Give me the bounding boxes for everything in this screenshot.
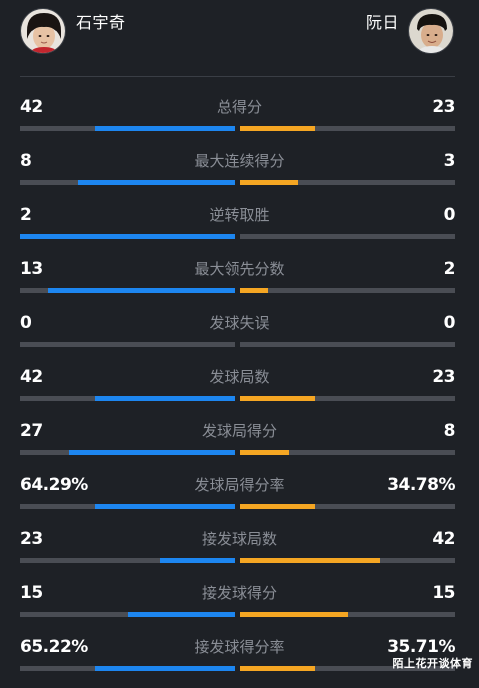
stat-left-value: 8 [20,151,32,171]
stat-left-bar-fill [95,504,235,509]
stat-left-bar-fill [47,288,235,293]
stat-right-bar-fill [240,396,316,401]
stat-left-value: 64.29% [20,475,88,495]
player-right-name[interactable]: 阮日 [365,13,399,32]
stat-right-bar-track [240,396,455,401]
stat-right-bar-fill [240,450,290,455]
stat-right-bar-fill [240,666,316,671]
stat-label: 总得分 [216,98,262,116]
player-left-avatar-image [21,9,65,53]
stat-row: 42 发球局数 23 [0,364,479,418]
stat-left-bar-fill [69,450,235,455]
stat-right-bar-track [240,666,455,671]
stat-left-bar-fill [127,612,235,617]
stat-left-bar-track [20,612,235,617]
player-left-name[interactable]: 石宇奇 [76,13,126,32]
stat-left-bar-track [20,288,235,293]
stat-left-value: 27 [20,421,43,441]
stat-label: 发球局数 [209,368,270,386]
stat-right-value: 35.71% [387,637,455,657]
stat-row: 15 接发球得分 15 [0,580,479,634]
header-divider [20,76,455,77]
stat-right-value: 2 [443,259,456,279]
stat-right-value: 8 [443,421,456,441]
stat-left-bar-track [20,558,235,563]
stat-left-bar-track [20,234,235,239]
stat-right-value: 0 [443,205,456,225]
stat-left-bar-track [20,450,235,455]
stat-left-bar-fill [95,396,235,401]
match-header: 石宇奇 阮日 [0,0,479,76]
stat-row: 64.29% 发球局得分率 34.78% [0,472,479,526]
stat-label: 接发球局数 [201,530,277,548]
stat-left-value: 13 [20,259,43,279]
stat-left-value: 42 [20,97,43,117]
stat-left-bar-fill [159,558,235,563]
stat-left-bar-track [20,396,235,401]
stat-label: 接发球得分 [201,584,277,602]
stat-right-value: 23 [432,367,455,387]
stat-row: 23 接发球局数 42 [0,526,479,580]
stat-label: 最大领先分数 [194,260,285,278]
stat-row: 2 逆转取胜 0 [0,202,479,256]
stat-right-bar-track [240,288,455,293]
stat-left-bar-track [20,504,235,509]
stat-right-value: 15 [432,583,455,603]
stat-right-bar-track [240,126,455,131]
stat-left-value: 15 [20,583,43,603]
stat-right-value: 34.78% [387,475,455,495]
stat-right-bar-fill [240,612,348,617]
stat-right-bar-track [240,450,455,455]
stat-right-bar-track [240,234,455,239]
stat-left-bar-track [20,126,235,131]
stat-left-bar-track [20,666,235,671]
player-left-avatar[interactable] [20,8,66,54]
stat-left-bar-track [20,342,235,347]
stat-right-bar-fill [240,288,268,293]
stat-row: 8 最大连续得分 3 [0,148,479,202]
stat-row: 42 总得分 23 [0,94,479,148]
stat-row: 27 发球局得分 8 [0,418,479,472]
stat-left-value: 23 [20,529,43,549]
stat-label: 逆转取胜 [209,206,270,224]
stats-list: 42 总得分 23 8 最大连续得分 3 2 逆转取胜 0 13 最大领先分数 2 0 发球失误 0 42 发球… [0,94,479,688]
stat-right-bar-fill [240,504,316,509]
stat-right-bar-track [240,504,455,509]
stat-left-bar-fill [95,126,235,131]
stat-left-bar-fill [95,666,235,671]
stat-left-bar-fill [20,234,235,239]
stat-right-bar-track [240,180,455,185]
player-right-avatar[interactable] [408,8,454,54]
stat-label: 发球失误 [209,314,270,332]
stat-right-value: 0 [443,313,456,333]
stat-label: 发球局得分 [201,422,277,440]
stat-right-value: 42 [432,529,455,549]
player-right-avatar-image [409,9,453,53]
stat-right-bar-fill [240,180,299,185]
stat-label: 最大连续得分 [194,152,285,170]
stat-row: 13 最大领先分数 2 [0,256,479,310]
stat-right-value: 23 [432,97,455,117]
stat-right-bar-fill [240,558,380,563]
stat-left-bar-fill [78,180,235,185]
stat-left-value: 0 [20,313,32,333]
stat-left-value: 2 [20,205,32,225]
stat-right-bar-track [240,342,455,347]
stat-right-bar-fill [240,126,316,131]
stat-left-value: 42 [20,367,43,387]
stat-right-value: 3 [443,151,456,171]
stat-right-bar-track [240,558,455,563]
stat-row: 0 发球失误 0 [0,310,479,364]
stat-left-bar-track [20,180,235,185]
watermark: 陌上花开谈体育 [392,657,473,670]
stat-left-value: 65.22% [20,637,88,657]
stat-right-bar-track [240,612,455,617]
